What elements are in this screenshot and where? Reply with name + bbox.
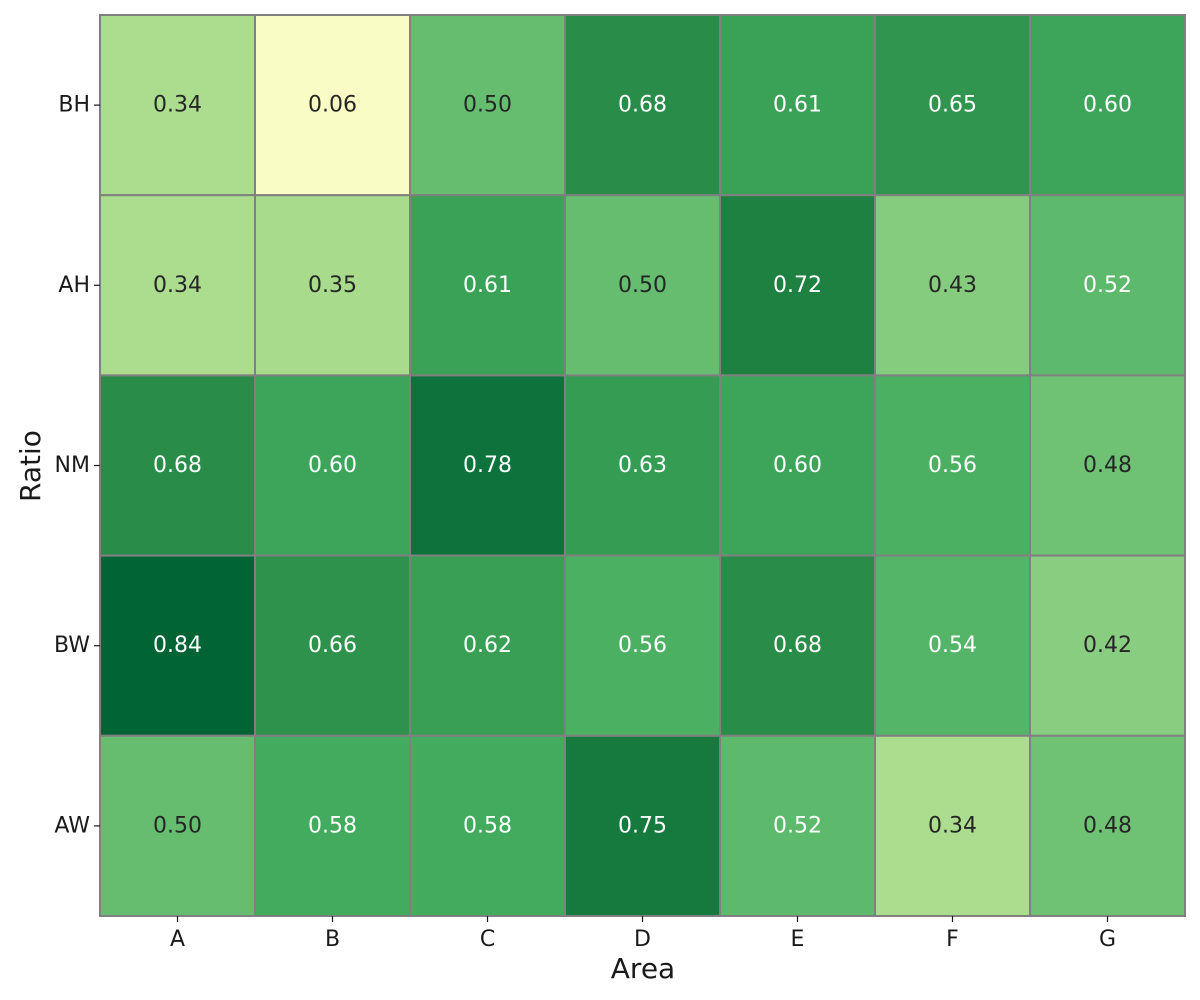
y-tick-label-BH: BH bbox=[58, 93, 90, 118]
cell-value-label-AW-F: 0.34 bbox=[928, 813, 977, 838]
x-tick-label-F: F bbox=[946, 927, 959, 952]
cell-value-label-BH-C: 0.50 bbox=[463, 93, 512, 118]
x-tick-label-A: A bbox=[170, 927, 185, 952]
heatmap-cell-NM-B bbox=[254, 374, 411, 557]
heatmap-cell-AH-C bbox=[409, 194, 566, 377]
x-axis-title: Area bbox=[611, 952, 675, 985]
cell-value-label-BW-C: 0.62 bbox=[463, 633, 512, 658]
cell-value-label-BW-B: 0.66 bbox=[308, 633, 357, 658]
heatmap-cell-AH-F bbox=[874, 194, 1031, 377]
heatmap-cell-BH-C bbox=[409, 14, 566, 197]
cell-value-label-BH-D: 0.68 bbox=[618, 93, 667, 118]
heatmap-cell-BH-F bbox=[874, 14, 1031, 197]
y-tick-label-BW: BW bbox=[54, 633, 90, 658]
heatmap-cell-NM-F bbox=[874, 374, 1031, 557]
cell-value-label-AW-E: 0.52 bbox=[773, 813, 822, 838]
heatmap-cell-AW-C bbox=[409, 734, 566, 917]
cell-value-label-AH-G: 0.52 bbox=[1083, 273, 1132, 298]
cell-value-label-AW-B: 0.58 bbox=[308, 813, 357, 838]
heatmap-cell-NM-G bbox=[1029, 374, 1186, 557]
x-tick-label-G: G bbox=[1099, 927, 1116, 952]
cell-value-label-AW-D: 0.75 bbox=[618, 813, 667, 838]
cell-value-label-BH-F: 0.65 bbox=[928, 93, 977, 118]
y-axis: BH AH NM BW AW bbox=[54, 93, 100, 838]
cell-value-label-BH-B: 0.06 bbox=[308, 93, 357, 118]
cell-value-label-BW-G: 0.42 bbox=[1083, 633, 1132, 658]
heatmap-cell-AW-A bbox=[99, 734, 256, 917]
cell-value-label-NM-A: 0.68 bbox=[153, 453, 202, 478]
cell-value-label-AW-G: 0.48 bbox=[1083, 813, 1132, 838]
heatmap-cell-NM-D bbox=[564, 374, 721, 557]
y-tick-label-AW: AW bbox=[54, 813, 90, 838]
heatmap-cell-BH-A bbox=[99, 14, 256, 197]
y-axis-title: Ratio bbox=[14, 430, 47, 502]
heatmap-cell-BW-B bbox=[254, 554, 411, 737]
cell-value-label-NM-B: 0.60 bbox=[308, 453, 357, 478]
heatmap-cell-AH-E bbox=[719, 194, 876, 377]
cell-value-label-AH-A: 0.34 bbox=[153, 273, 202, 298]
cell-value-label-BH-A: 0.34 bbox=[153, 93, 202, 118]
cell-value-label-NM-F: 0.56 bbox=[928, 453, 977, 478]
heatmap-cell-NM-C bbox=[409, 374, 566, 557]
cell-value-label-BW-A: 0.84 bbox=[153, 633, 202, 658]
cell-value-label-BH-E: 0.61 bbox=[773, 93, 822, 118]
cell-value-label-BH-G: 0.60 bbox=[1083, 93, 1132, 118]
y-tick-label-AH: AH bbox=[58, 273, 90, 298]
heatmap-cell-BW-D bbox=[564, 554, 721, 737]
heatmap-cell-BW-G bbox=[1029, 554, 1186, 737]
x-tick-label-D: D bbox=[634, 927, 651, 952]
heatmap-cell-BH-B bbox=[254, 14, 411, 197]
cell-value-label-AW-C: 0.58 bbox=[463, 813, 512, 838]
cell-value-label-AH-F: 0.43 bbox=[928, 273, 977, 298]
heatmap-cell-AH-G bbox=[1029, 194, 1186, 377]
x-tick-label-C: C bbox=[480, 927, 495, 952]
heatmap-cell-NM-E bbox=[719, 374, 876, 557]
x-tick-label-B: B bbox=[325, 927, 340, 952]
y-tick-label-NM: NM bbox=[55, 453, 90, 478]
cell-value-label-NM-C: 0.78 bbox=[463, 453, 512, 478]
cell-value-label-AH-D: 0.50 bbox=[618, 273, 667, 298]
cell-value-label-BW-E: 0.68 bbox=[773, 633, 822, 658]
heatmap-cell-BW-F bbox=[874, 554, 1031, 737]
heatmap-cell-BH-E bbox=[719, 14, 876, 197]
x-tick-label-E: E bbox=[791, 927, 805, 952]
heatmap-cells bbox=[99, 14, 1186, 917]
heatmap-cell-BH-D bbox=[564, 14, 721, 197]
cell-value-label-AH-C: 0.61 bbox=[463, 273, 512, 298]
cell-value-label-AH-E: 0.72 bbox=[773, 273, 822, 298]
cell-value-label-NM-E: 0.60 bbox=[773, 453, 822, 478]
cell-value-label-NM-D: 0.63 bbox=[618, 453, 667, 478]
heatmap-cell-AW-G bbox=[1029, 734, 1186, 917]
cell-value-label-BW-F: 0.54 bbox=[928, 633, 977, 658]
heatmap-cell-labels: 0.34 0.06 0.50 0.68 0.61 0.65 0.60 0.34 0.35 0.61… bbox=[153, 93, 1132, 839]
cell-value-label-NM-G: 0.48 bbox=[1083, 453, 1132, 478]
cell-value-label-BW-D: 0.56 bbox=[618, 633, 667, 658]
heatmap-cell-BW-A bbox=[99, 554, 256, 737]
cell-value-label-AW-A: 0.50 bbox=[153, 813, 202, 838]
x-axis: A B C D E F G bbox=[170, 916, 1116, 952]
cell-value-label-AH-B: 0.35 bbox=[308, 273, 357, 298]
